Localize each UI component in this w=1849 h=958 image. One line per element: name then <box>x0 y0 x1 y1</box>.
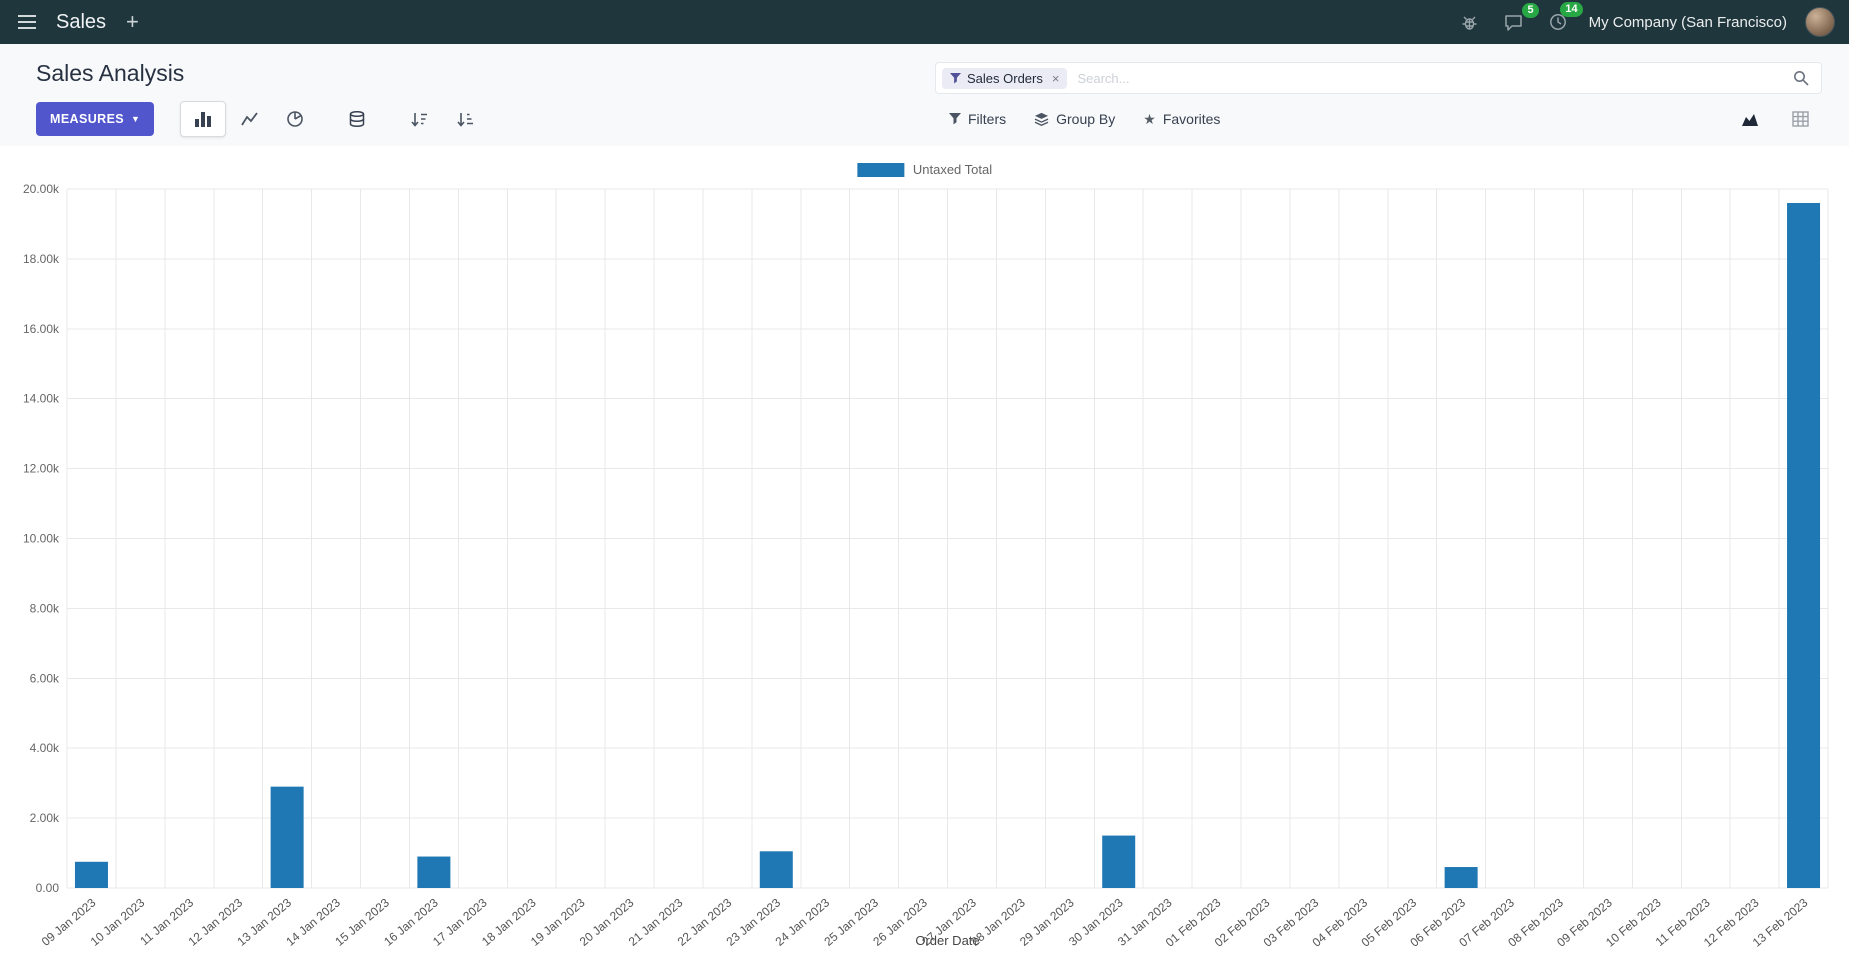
chart-type-group <box>180 101 318 137</box>
control-panel: Sales Analysis Sales Orders × MEASURES ▼ <box>0 44 1849 146</box>
measures-button[interactable]: MEASURES ▼ <box>36 102 155 136</box>
star-icon: ★ <box>1143 110 1156 127</box>
favorites-label: Favorites <box>1162 111 1221 127</box>
search-input[interactable] <box>1067 63 1793 93</box>
new-record-button[interactable]: + <box>122 7 143 37</box>
filter-icon <box>949 113 961 125</box>
bar[interactable] <box>270 786 304 888</box>
bar[interactable] <box>417 856 451 888</box>
chat-bubble-icon <box>1504 14 1522 31</box>
company-switcher[interactable]: My Company (San Francisco) <box>1588 13 1787 31</box>
bug-icon <box>1462 16 1477 30</box>
bar[interactable] <box>1787 202 1821 889</box>
debug-button[interactable] <box>1457 10 1482 35</box>
chevron-down-icon: ▼ <box>131 114 141 124</box>
y-axis-tick-label: 14.00k <box>23 392 60 406</box>
search-options: Filters Group By ★ Favorites <box>949 100 1220 138</box>
search-bar[interactable]: Sales Orders × <box>935 62 1822 94</box>
search-facet-sales-orders[interactable]: Sales Orders × <box>942 67 1068 89</box>
y-axis-tick-label: 20.00k <box>23 182 60 196</box>
top-navbar: Sales + 5 14 My Company (San Francisco) <box>0 0 1849 44</box>
legend-label: Untaxed Total <box>912 162 993 177</box>
x-axis-title: Order Date <box>915 933 979 948</box>
y-axis-tick-label: 4.00k <box>30 741 60 755</box>
stacked-database-icon <box>350 110 365 127</box>
page-title: Sales Analysis <box>36 60 185 86</box>
y-axis-tick-label: 12.00k <box>23 462 60 476</box>
hamburger-icon <box>18 15 36 29</box>
apps-menu-button[interactable] <box>14 11 40 33</box>
messages-badge: 5 <box>1522 2 1539 18</box>
pivot-view-button[interactable] <box>1778 102 1822 136</box>
pivot-table-icon <box>1791 111 1809 127</box>
y-axis-tick-label: 18.00k <box>23 252 60 266</box>
clock-icon <box>1549 14 1566 30</box>
activities-button[interactable]: 14 <box>1545 2 1583 35</box>
line-chart-button[interactable] <box>226 101 272 137</box>
y-axis-tick-label: 8.00k <box>30 601 60 615</box>
group-by-dropdown[interactable]: Group By <box>1034 111 1115 127</box>
legend-swatch <box>856 162 904 177</box>
bar-chart-icon <box>195 111 212 127</box>
bar[interactable] <box>1444 867 1478 888</box>
chart-area: Untaxed Total 0.00 2.00k 4.00k 6.00k 8.00k 10… <box>0 146 1849 958</box>
line-chart-icon <box>241 112 258 126</box>
y-axis-tick-label: 0.00 <box>36 881 60 895</box>
app-title[interactable]: Sales <box>56 10 107 33</box>
facet-remove-button[interactable]: × <box>1051 70 1060 86</box>
bar[interactable] <box>74 861 108 888</box>
activities-badge: 14 <box>1560 2 1583 17</box>
filters-label: Filters <box>968 111 1007 127</box>
search-facet-label: Sales Orders <box>967 70 1043 86</box>
graph-view-button[interactable] <box>1728 102 1772 136</box>
y-axis-tick-label: 16.00k <box>23 322 60 336</box>
y-axis-tick-label: 2.00k <box>30 811 60 825</box>
bar-chart-button[interactable] <box>180 101 227 137</box>
group-by-label: Group By <box>1056 111 1116 127</box>
layers-icon <box>1034 112 1049 126</box>
sort-descending-button[interactable] <box>396 101 442 137</box>
chart-legend[interactable]: Untaxed Total <box>856 162 993 177</box>
x-axis-tick-label: 10 Jan 2023 <box>88 895 148 948</box>
bar[interactable] <box>1102 835 1136 888</box>
y-axis-tick-label: 10.00k <box>23 532 60 546</box>
measures-label: MEASURES <box>50 112 125 126</box>
y-axis-tick-label: 6.00k <box>30 671 60 685</box>
sort-descending-icon <box>411 112 427 127</box>
pie-chart-icon <box>287 111 304 127</box>
area-chart-icon <box>1742 113 1758 126</box>
user-avatar[interactable] <box>1805 7 1835 37</box>
sort-ascending-icon <box>457 112 473 127</box>
sort-ascending-button[interactable] <box>442 101 488 137</box>
filters-dropdown[interactable]: Filters <box>949 111 1006 127</box>
bar-chart: 0.00 2.00k 4.00k 6.00k 8.00k 10.00k 12.00k 14.0… <box>23 182 1829 950</box>
bar[interactable] <box>759 851 793 888</box>
filter-facet-icon <box>950 72 961 83</box>
pie-chart-button[interactable] <box>272 101 318 137</box>
search-icon[interactable] <box>1793 70 1809 86</box>
messages-button[interactable]: 5 <box>1500 2 1539 35</box>
view-switcher <box>1728 100 1822 138</box>
favorites-dropdown[interactable]: ★ Favorites <box>1143 111 1220 128</box>
stacked-toggle-button[interactable] <box>334 101 380 137</box>
